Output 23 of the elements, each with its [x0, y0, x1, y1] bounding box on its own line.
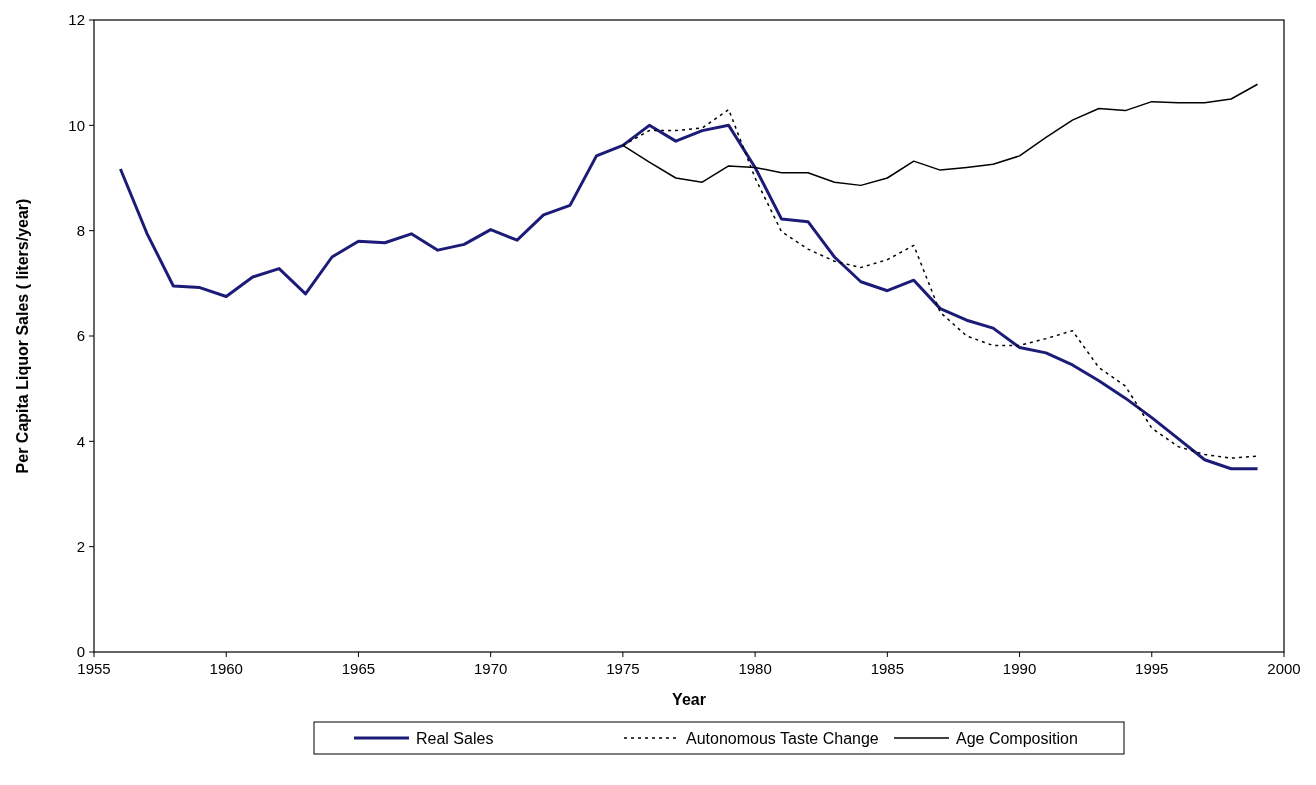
x-tick-label: 1995 — [1135, 660, 1169, 677]
y-tick-label: 2 — [76, 537, 85, 555]
line-series — [118, 123, 1260, 471]
x-tick-label: 1980 — [738, 660, 772, 677]
y-tick-label: 10 — [68, 116, 85, 134]
y-axis-title: Per Capita Liquor Sales ( liters/year) — [14, 198, 31, 474]
legend-label: Autonomous Taste Change — [686, 729, 879, 747]
x-tick-label: 1960 — [209, 660, 243, 677]
y-tick-label: 0 — [76, 643, 85, 661]
x-tick-label: 1965 — [341, 660, 376, 677]
y-tick-label: 8 — [76, 221, 85, 239]
y-tick-label: 12 — [68, 11, 85, 29]
legend-label: Age Composition — [956, 729, 1078, 747]
x-tick-label: 1970 — [473, 660, 508, 677]
y-tick-label: 4 — [76, 432, 85, 450]
y-tick-label: 6 — [76, 327, 85, 345]
x-tick-label: 1975 — [606, 660, 640, 677]
x-tick-label: 1990 — [1002, 660, 1037, 677]
x-axis-title: Year — [672, 691, 706, 708]
legend-label: Real Sales — [416, 729, 494, 747]
x-tick-label: 2000 — [1267, 660, 1301, 677]
x-tick-label: 1985 — [870, 660, 905, 677]
x-tick-label: 1955 — [77, 660, 111, 677]
